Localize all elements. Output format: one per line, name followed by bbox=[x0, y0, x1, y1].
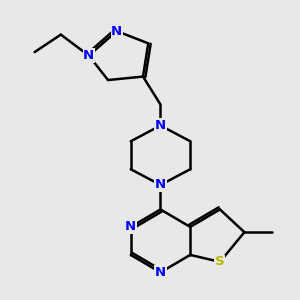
Text: N: N bbox=[125, 220, 136, 233]
Text: N: N bbox=[111, 25, 122, 38]
Text: S: S bbox=[215, 255, 225, 268]
Text: N: N bbox=[83, 49, 94, 62]
Text: N: N bbox=[155, 266, 166, 279]
Text: N: N bbox=[155, 119, 166, 132]
Text: N: N bbox=[155, 178, 166, 191]
